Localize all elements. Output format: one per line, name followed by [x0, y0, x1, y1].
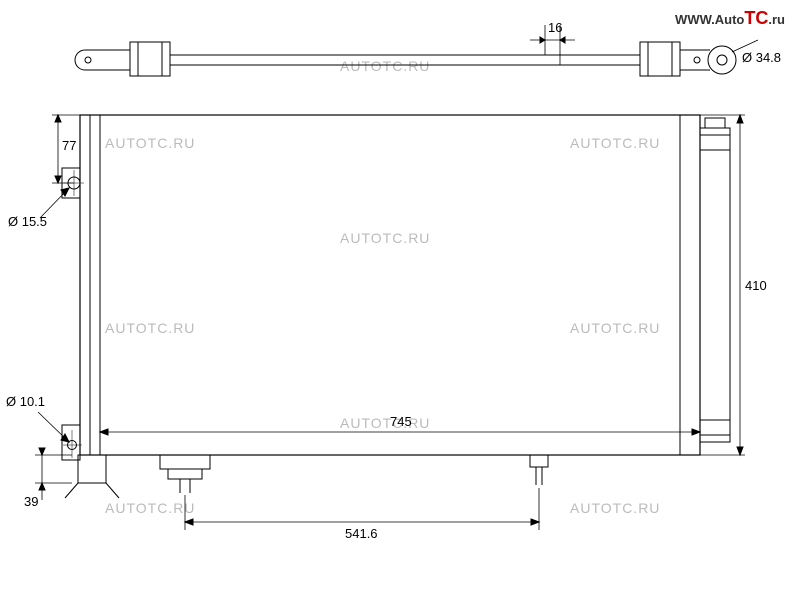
diagram-canvas: AUTOTC.RU AUTOTC.RU AUTOTC.RU AUTOTC.RU …: [0, 0, 800, 600]
dim-745: 745: [390, 414, 412, 429]
dim-410: 410: [745, 278, 767, 293]
dim-top-thickness: 16: [548, 20, 562, 35]
dim-39: 39: [24, 494, 38, 509]
dim-depth-77: 77: [62, 138, 76, 153]
dim-541: 541.6: [345, 526, 378, 541]
technical-drawing: [0, 0, 800, 600]
dim-right-circle: Ø 34.8: [742, 50, 781, 65]
dim-hole-10: Ø 10.1: [6, 394, 45, 409]
dim-hole-15: Ø 15.5: [8, 214, 47, 229]
